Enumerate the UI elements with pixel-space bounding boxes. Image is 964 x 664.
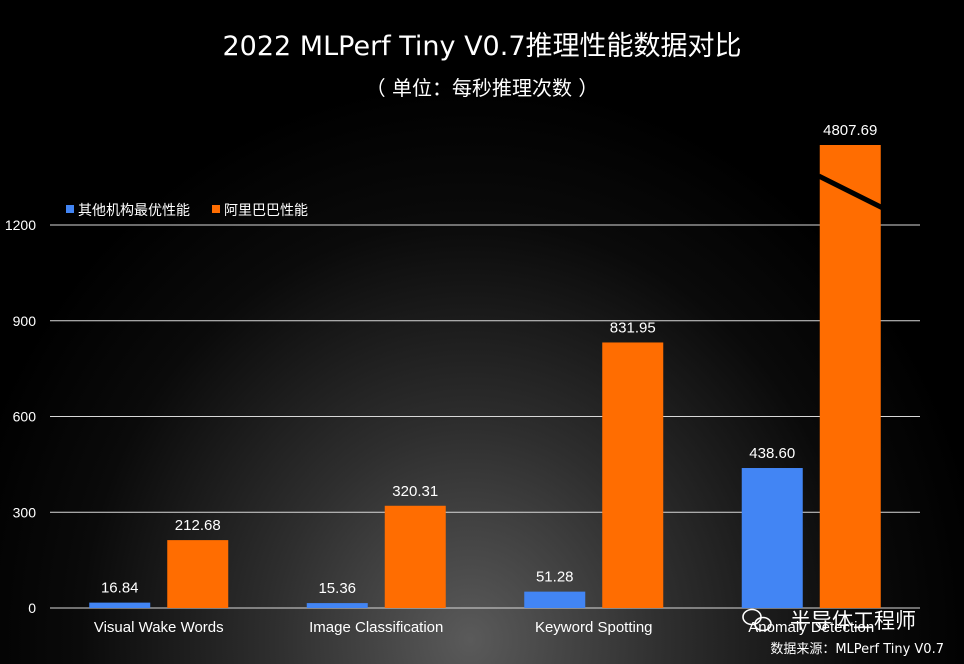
y-tick-label: 1200 — [5, 217, 36, 233]
bar-others — [524, 591, 586, 608]
bar-alibaba — [167, 540, 229, 608]
bar-alibaba — [384, 505, 446, 608]
chart-subtitle: （ 单位：每秒推理次数 ） — [366, 76, 599, 100]
bar-others — [89, 602, 151, 608]
watermark: 半导体工程师 — [742, 608, 916, 633]
bar-alibaba — [819, 145, 881, 608]
bar-others — [741, 468, 803, 608]
x-category-label: Image Classification — [309, 619, 443, 636]
data-label-alibaba: 320.31 — [392, 483, 438, 500]
data-label-alibaba: 212.68 — [175, 517, 221, 534]
watermark-text: 半导体工程师 — [790, 609, 916, 633]
axis-break-mark — [817, 173, 884, 211]
x-category-label: Keyword Spotting — [535, 619, 653, 636]
bar-alibaba — [602, 342, 664, 608]
x-axis-categories: Visual Wake Words Image Classification Key… — [94, 619, 874, 636]
y-tick-label: 900 — [13, 313, 37, 329]
data-label-alibaba: 4807.69 — [823, 122, 877, 139]
bars — [89, 145, 884, 608]
data-label-others: 15.36 — [318, 580, 356, 597]
chart-title: 2022 MLPerf Tiny V0.7推理性能数据对比 — [223, 31, 742, 62]
y-tick-label: 300 — [13, 504, 37, 520]
legend: 其他机构最优性能 阿里巴巴性能 — [66, 203, 308, 219]
data-label-others: 51.28 — [536, 569, 574, 586]
y-tick-label: 600 — [13, 409, 37, 425]
bar-others — [306, 603, 368, 608]
data-label-others: 438.60 — [749, 445, 795, 462]
legend-swatch-others — [66, 205, 74, 213]
legend-swatch-alibaba — [212, 205, 220, 213]
y-tick-label: 0 — [28, 600, 36, 616]
wechat-icon — [742, 608, 772, 632]
y-axis-ticks: 0 300 600 900 1200 — [5, 217, 36, 616]
data-label-others: 16.84 — [101, 580, 139, 597]
data-labels: 16.84 212.68 15.36 320.31 51.28 831.95 438.60 4… — [101, 122, 877, 597]
legend-label-alibaba: 阿里巴巴性能 — [224, 203, 308, 219]
legend-label-others: 其他机构最优性能 — [78, 203, 190, 219]
data-label-alibaba: 831.95 — [610, 319, 656, 336]
x-category-label: Visual Wake Words — [94, 619, 224, 636]
source-note: 数据来源：MLPerf Tiny V0.7 — [770, 642, 944, 657]
x-category-label: Anomaly Detection — [748, 619, 874, 636]
